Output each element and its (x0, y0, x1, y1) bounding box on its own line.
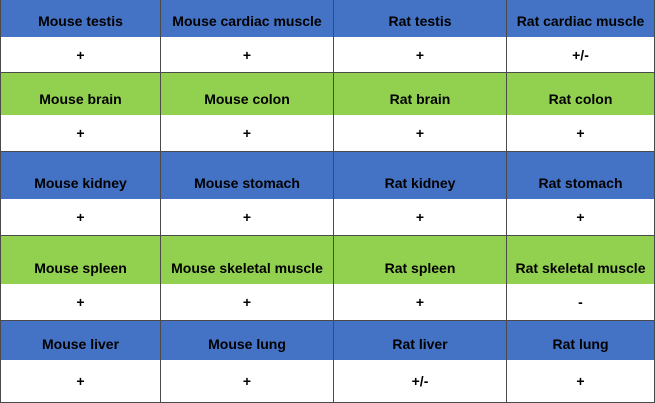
table-value-cell: + (161, 284, 334, 321)
table-value-cell: + (0, 284, 161, 321)
table-value-cell: + (161, 115, 334, 152)
table-value-cell: + (507, 199, 655, 236)
table-value-cell: + (0, 199, 161, 236)
table-header-cell: Rat cardiac muscle (507, 0, 655, 37)
table-value-cell: +/- (507, 37, 655, 73)
table-value-cell: + (0, 37, 161, 73)
table-header-cell: Mouse stomach (161, 152, 334, 199)
table-header-cell: Mouse liver (0, 321, 161, 360)
table-header-cell: Rat lung (507, 321, 655, 360)
table-value-cell: +/- (334, 360, 507, 403)
table-value-cell: + (161, 37, 334, 73)
table-header-cell: Rat colon (507, 73, 655, 115)
table-header-cell: Mouse kidney (0, 152, 161, 199)
table-header-cell: Rat kidney (334, 152, 507, 199)
table-header-cell: Mouse spleen (0, 236, 161, 284)
table-header-cell: Rat testis (334, 0, 507, 37)
table-value-cell: - (507, 284, 655, 321)
table-header-cell: Mouse brain (0, 73, 161, 115)
table-header-cell: Rat skeletal muscle (507, 236, 655, 284)
table-value-cell: + (161, 199, 334, 236)
table-value-cell: + (0, 360, 161, 403)
table-header-cell: Mouse colon (161, 73, 334, 115)
table-header-cell: Rat stomach (507, 152, 655, 199)
table-value-cell: + (507, 115, 655, 152)
table-header-cell: Rat liver (334, 321, 507, 360)
table-header-cell: Mouse testis (0, 0, 161, 37)
table-value-cell: + (334, 199, 507, 236)
table-value-cell: + (334, 284, 507, 321)
table-header-cell: Rat brain (334, 73, 507, 115)
table-value-cell: + (0, 115, 161, 152)
table-value-cell: + (161, 360, 334, 403)
table-header-cell: Mouse cardiac muscle (161, 0, 334, 37)
table-header-cell: Rat spleen (334, 236, 507, 284)
table-value-cell: + (334, 115, 507, 152)
table-value-cell: + (507, 360, 655, 403)
table-header-cell: Mouse lung (161, 321, 334, 360)
table-header-cell: Mouse skeletal muscle (161, 236, 334, 284)
table-value-cell: + (334, 37, 507, 73)
